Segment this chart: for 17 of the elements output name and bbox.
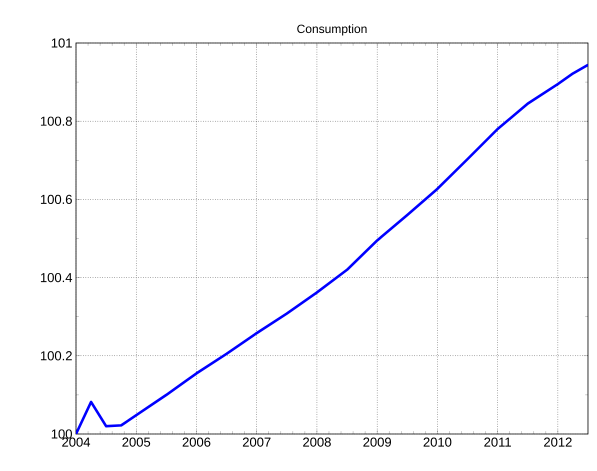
y-tick-label: 100.8: [40, 116, 72, 126]
x-tick-label: 2006: [182, 438, 210, 447]
x-tick-label: 2010: [424, 438, 452, 447]
x-tick-label: 2009: [363, 438, 392, 447]
y-tick-label: 100: [52, 429, 72, 439]
x-tick-label: 2012: [544, 438, 572, 447]
y-tick-label: 100.4: [40, 272, 72, 282]
x-tick-label: 2004: [62, 438, 90, 447]
y-tick-label: 101: [52, 38, 72, 48]
x-tick-label: 2011: [484, 438, 511, 447]
chart-title: Consumption: [297, 24, 367, 36]
x-tick-label: 2008: [303, 438, 331, 447]
x-tick-label: 2007: [242, 438, 270, 447]
x-tick-label: 2005: [122, 438, 150, 447]
line-series: [76, 64, 588, 434]
y-tick-label: 100.2: [40, 351, 72, 360]
y-tick-label: 100.6: [40, 194, 72, 204]
